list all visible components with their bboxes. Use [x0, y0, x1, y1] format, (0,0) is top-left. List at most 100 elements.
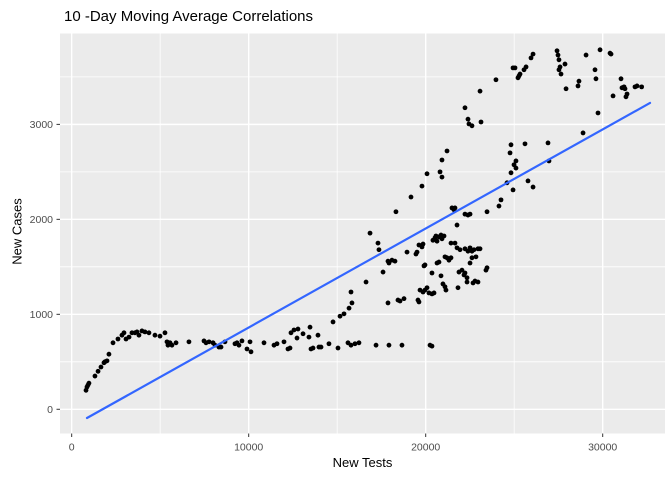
scatter-point [484, 209, 490, 215]
scatter-point [295, 326, 301, 332]
scatter-point [106, 351, 112, 357]
scatter-point [438, 273, 444, 279]
scatter-point [356, 340, 362, 346]
scatter-point [512, 65, 518, 71]
scatter-point [261, 340, 267, 346]
scatter-point [248, 349, 254, 355]
scatter-point [300, 331, 306, 337]
scatter-point [556, 57, 562, 63]
scatter-point [457, 247, 463, 253]
scatter-point [310, 345, 316, 351]
scatter-point [448, 240, 454, 246]
scatter-point [465, 116, 471, 122]
scatter-point [580, 130, 586, 136]
x-tick-label: 30000 [588, 442, 617, 454]
scatter-point [639, 84, 645, 90]
scatter-point [493, 77, 499, 83]
scatter-point [126, 334, 132, 340]
scatter-point [454, 222, 460, 228]
scatter-point [583, 52, 589, 58]
scatter-point [136, 332, 142, 338]
scatter-point [452, 240, 458, 246]
scatter-point [401, 296, 407, 302]
scatter-point [375, 240, 381, 246]
scatter-point [408, 194, 414, 200]
scatter-point [597, 47, 603, 53]
scatter-point [414, 249, 420, 255]
scatter-point [315, 332, 321, 338]
scatter-point [115, 336, 121, 342]
scatter-point [452, 205, 458, 211]
scatter-point [595, 110, 601, 116]
scatter-point [592, 67, 598, 73]
chart-title: 10 -Day Moving Average Correlations [64, 8, 314, 25]
scatter-point [508, 142, 514, 148]
scatter-point [530, 184, 536, 190]
scatter-point [385, 300, 391, 306]
scatter-point [439, 174, 445, 180]
scatter-point [399, 342, 405, 348]
scatter-point [142, 329, 148, 335]
scatter-point [330, 319, 336, 325]
scatter-point [523, 64, 529, 70]
scatter-point [157, 333, 163, 339]
scatter-point [437, 169, 443, 175]
scatter-point [525, 178, 531, 184]
scatter-point [471, 247, 477, 253]
scatter-point [291, 327, 297, 333]
y-tick-label: 3000 [30, 119, 54, 131]
scatter-point [419, 244, 425, 250]
scatter-point [274, 341, 280, 347]
scatter-point [376, 247, 382, 253]
scatter-point [429, 270, 435, 276]
scatter-point [247, 339, 253, 345]
scatter-point [555, 52, 561, 58]
scatter-point [431, 290, 437, 296]
scatter-point [419, 183, 425, 189]
scatter-point [121, 330, 127, 336]
scatter-point [624, 91, 630, 97]
scatter-point [478, 119, 484, 125]
scatter-point [386, 342, 392, 348]
scatter-point [477, 88, 483, 94]
scatter-point [236, 342, 242, 348]
scatter-point [443, 287, 449, 293]
scatter-point [473, 254, 479, 260]
scatter-point [104, 358, 110, 364]
scatter-point [169, 342, 175, 348]
scatter-point [95, 368, 101, 374]
scatter-point [294, 335, 300, 341]
scatter-point [563, 86, 569, 92]
scatter-point [622, 86, 628, 92]
scatter-point [335, 345, 341, 351]
scatter-point [496, 203, 502, 209]
scatter-point [576, 78, 582, 84]
scatter-point [528, 55, 534, 61]
scatter-point [562, 61, 568, 67]
scatter-point [416, 299, 422, 305]
scatter-point [508, 170, 514, 176]
scatter-point [464, 275, 470, 281]
scatter-point [439, 157, 445, 163]
scatter-point [424, 285, 430, 291]
scatter-point [206, 339, 212, 345]
scatter-point [575, 83, 581, 89]
scatter-point [373, 342, 379, 348]
scatter-point [429, 343, 435, 349]
scatter-point [456, 269, 462, 275]
x-tick-label: 20000 [411, 442, 440, 454]
scatter-point [367, 230, 373, 236]
scatter-point [348, 289, 354, 295]
scatter-point [464, 279, 470, 285]
scatter-point [444, 148, 450, 154]
scatter-point [545, 140, 551, 146]
scatter-point [363, 279, 369, 285]
scatter-point [469, 123, 475, 129]
scatter-point [348, 342, 354, 348]
scatter-point [441, 233, 447, 239]
scatter-point [239, 338, 245, 344]
scatter-point [467, 211, 473, 217]
scatter-point [380, 269, 386, 275]
